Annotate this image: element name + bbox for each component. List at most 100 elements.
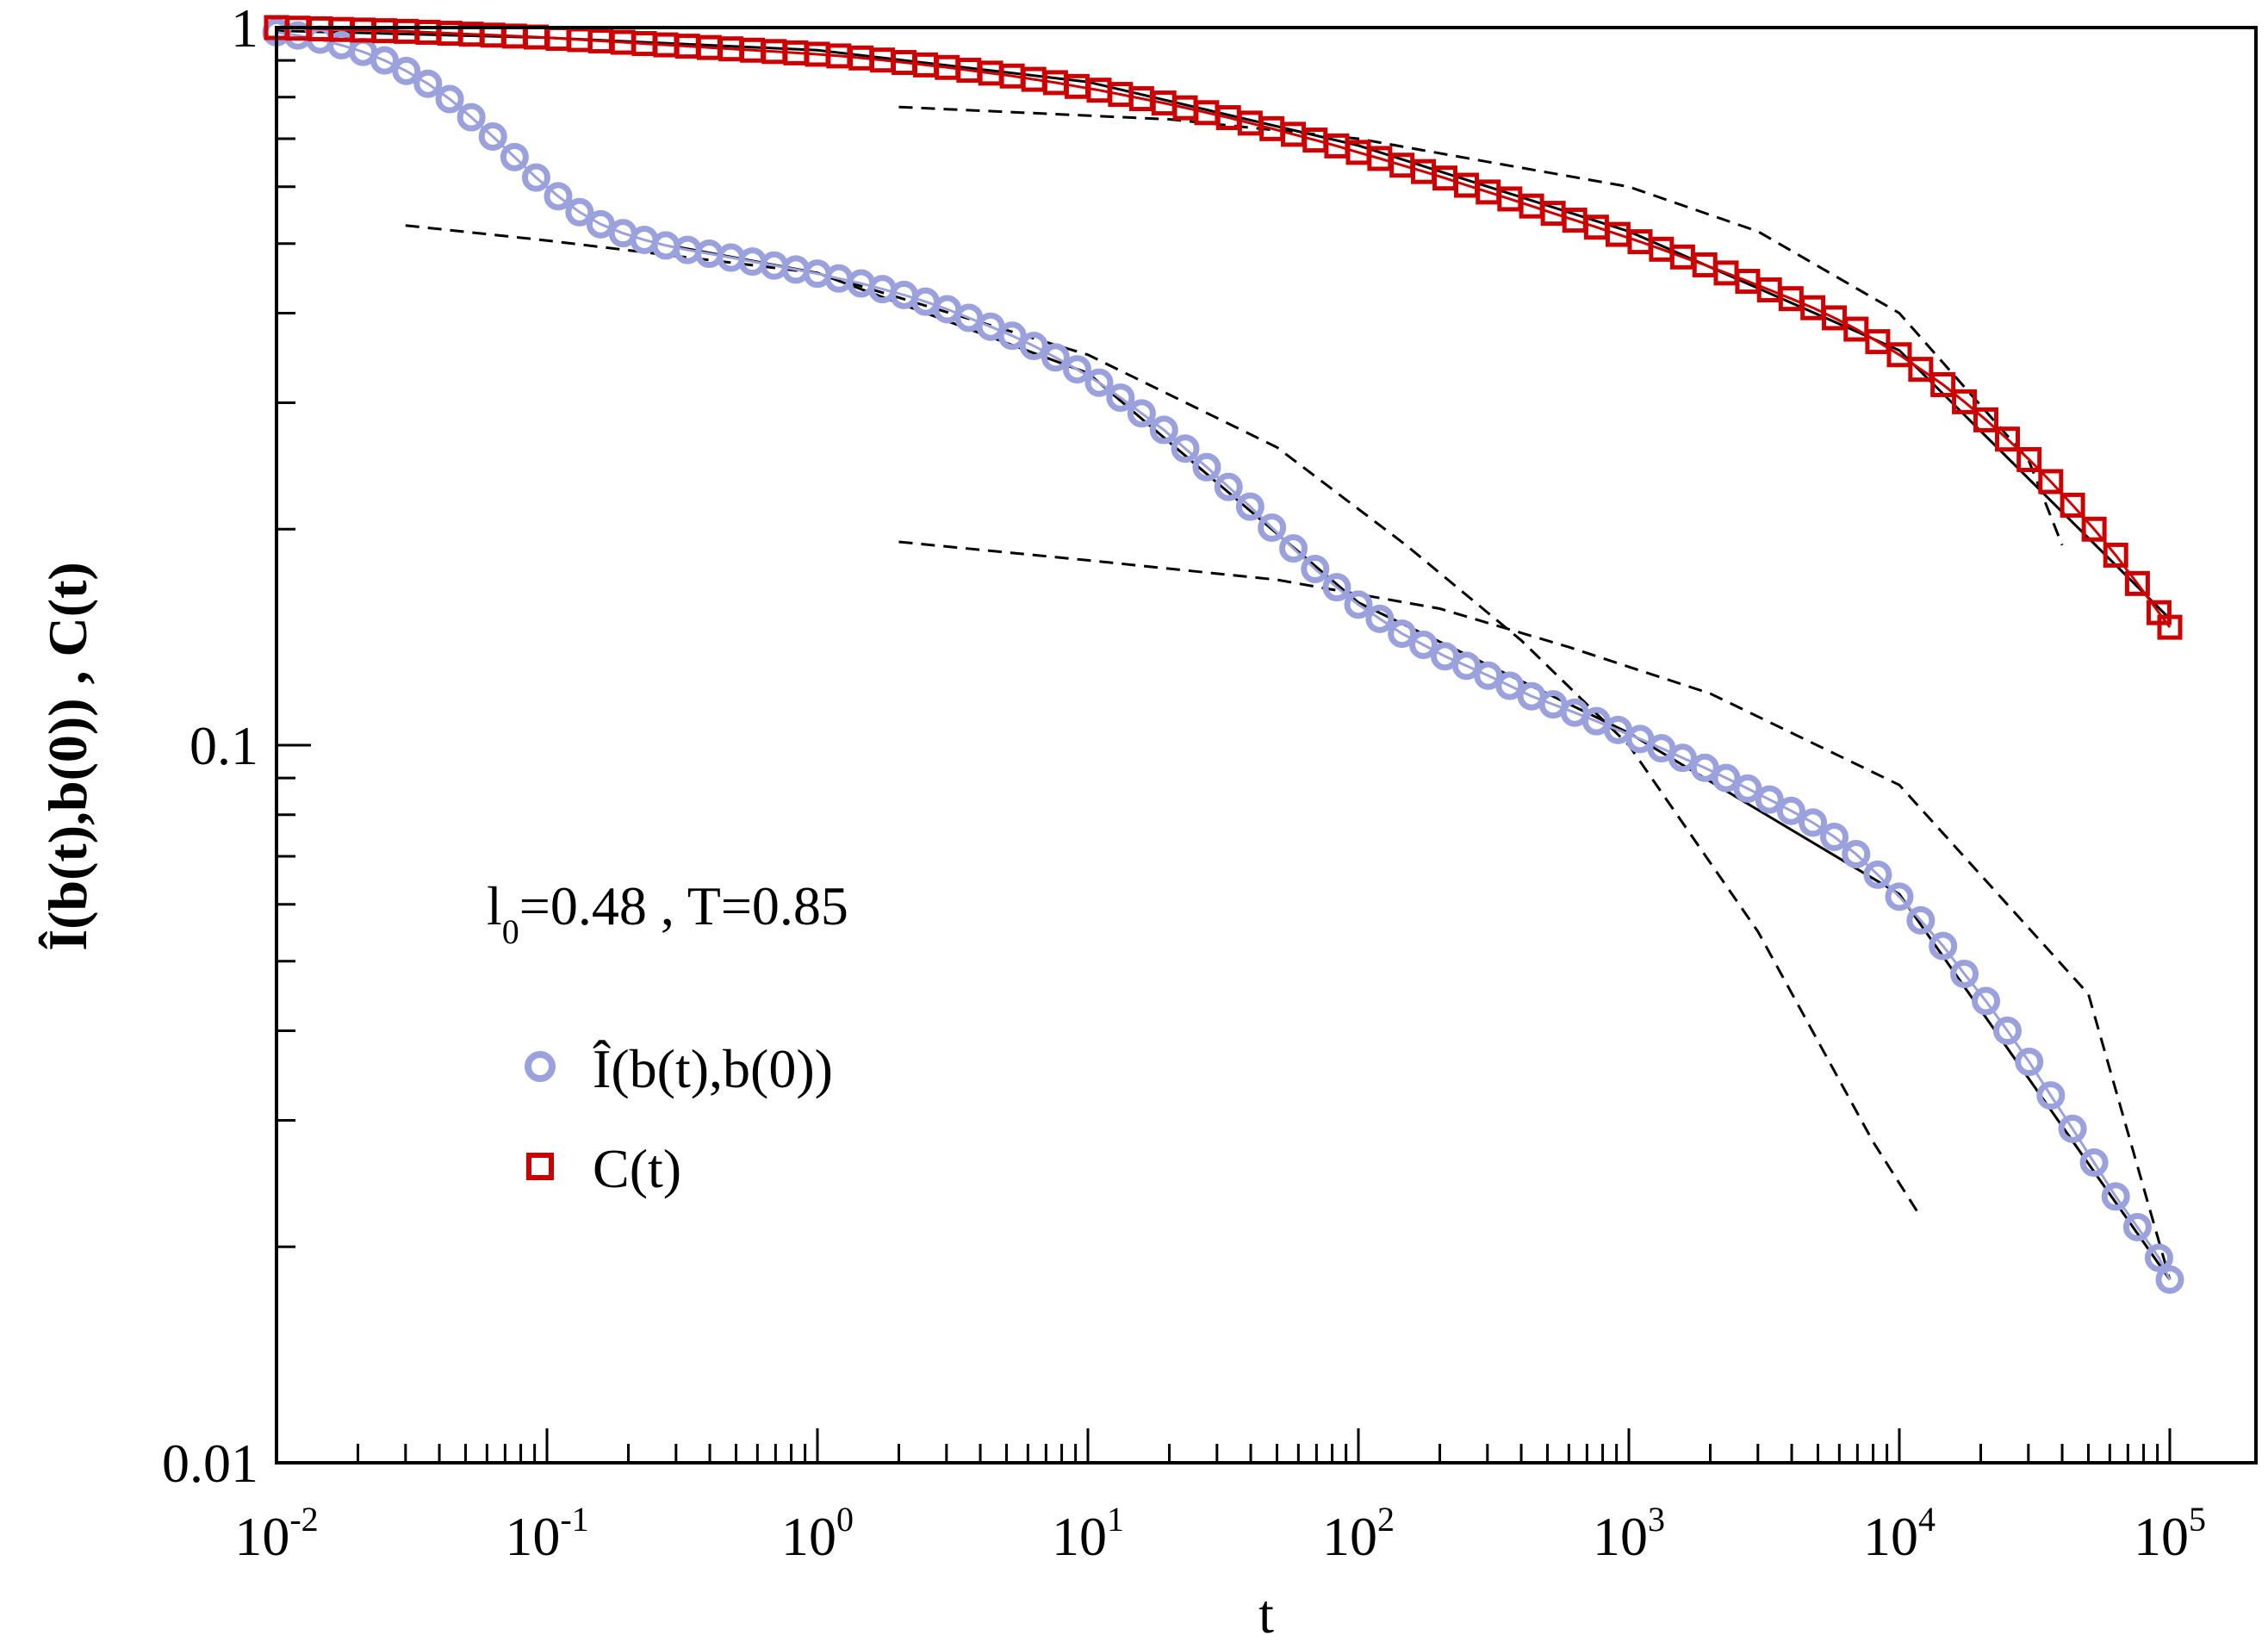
data-point-circle bbox=[1690, 753, 1719, 782]
data-point-square bbox=[2016, 447, 2042, 473]
data-point-circle bbox=[2122, 1212, 2152, 1241]
data-point-circle bbox=[2079, 1148, 2109, 1178]
data-point-circle bbox=[1365, 604, 1395, 633]
data-point-circle bbox=[1149, 415, 1178, 445]
legend-label-c: C(t) bbox=[593, 1138, 681, 1199]
data-point-circle bbox=[1863, 860, 1892, 889]
series-line bbox=[276, 26, 2172, 628]
data-point-circle bbox=[478, 121, 507, 151]
data-point-circle bbox=[1733, 774, 1762, 803]
data-point-square bbox=[1886, 342, 1912, 368]
series-i bbox=[262, 17, 2184, 1294]
data-point-square bbox=[2103, 542, 2128, 568]
data-point-square bbox=[1973, 407, 1999, 432]
kww-i-plateau-curve bbox=[405, 224, 1923, 1218]
y-tick-label: 0.01 bbox=[162, 1433, 258, 1494]
x-tick-label: 103 bbox=[1593, 1500, 1665, 1567]
plot-frame bbox=[275, 26, 2258, 1465]
data-point-square bbox=[2060, 492, 2085, 518]
data-point-circle bbox=[1171, 434, 1200, 463]
x-tick-label: 101 bbox=[1052, 1500, 1124, 1567]
data-point-circle bbox=[500, 142, 529, 171]
data-point-circle bbox=[1409, 630, 1438, 659]
data-point-circle bbox=[1041, 343, 1070, 372]
data-point-circle bbox=[1474, 661, 1503, 690]
data-point-circle bbox=[2144, 1243, 2173, 1272]
data-point-circle bbox=[1062, 355, 1091, 384]
data-point-square bbox=[1843, 316, 1869, 342]
data-point-circle bbox=[1192, 452, 1221, 482]
data-point-square bbox=[1930, 371, 1956, 397]
data-point-circle bbox=[1106, 383, 1135, 413]
data-point-circle bbox=[1842, 839, 1871, 868]
data-point-circle bbox=[2036, 1081, 2066, 1110]
x-tick-label: 10-1 bbox=[505, 1500, 588, 1567]
data-point-circle bbox=[1776, 796, 1805, 825]
x-tick-label: 105 bbox=[2134, 1500, 2206, 1567]
data-point-circle bbox=[1799, 808, 1828, 837]
data-point-square bbox=[1952, 389, 1978, 414]
data-point-circle bbox=[1906, 905, 1936, 935]
data-point-square bbox=[2038, 469, 2064, 494]
y-tick-label: 1 bbox=[231, 0, 258, 59]
data-point-square bbox=[1865, 329, 1891, 355]
data-series bbox=[262, 15, 2184, 1294]
legend-label-i: Î(b(t),b(0)) bbox=[593, 1038, 833, 1099]
x-tick-label: 104 bbox=[1863, 1500, 1936, 1567]
data-point-circle bbox=[2155, 1265, 2184, 1294]
data-point-circle bbox=[2101, 1182, 2130, 1211]
data-point-circle bbox=[1885, 882, 1914, 911]
data-point-circle bbox=[1950, 960, 1979, 989]
data-point-circle bbox=[997, 321, 1027, 351]
data-point-circle bbox=[435, 84, 464, 114]
data-point-circle bbox=[1279, 534, 1308, 563]
data-point-circle bbox=[457, 103, 486, 132]
legend-marker-circle bbox=[525, 1051, 556, 1082]
data-point-circle bbox=[544, 182, 573, 211]
parameter-annotation: l0=0.48 , T=0.85 bbox=[487, 875, 848, 951]
data-point-circle bbox=[370, 46, 399, 75]
data-point-circle bbox=[1322, 573, 1351, 602]
series-c bbox=[264, 15, 2183, 640]
data-point-circle bbox=[1258, 513, 1287, 542]
data-point-circle bbox=[1820, 822, 1849, 851]
x-axis-title: t bbox=[1258, 1583, 1274, 1645]
x-tick-label: 10-2 bbox=[234, 1500, 318, 1567]
legend: Î(b(t),b(0)) C(t) bbox=[525, 1038, 833, 1199]
data-point-circle bbox=[1495, 671, 1525, 700]
data-point-circle bbox=[1451, 651, 1481, 681]
data-point-circle bbox=[521, 163, 550, 192]
y-axis-title: Î(b(t),b(0)) , C(t) bbox=[37, 562, 98, 950]
y-tick-label: 0.1 bbox=[190, 715, 258, 776]
legend-marker-square bbox=[526, 1153, 554, 1180]
data-point-circle bbox=[1214, 472, 1243, 501]
data-point-circle bbox=[565, 197, 594, 227]
data-point-circle bbox=[1344, 590, 1373, 619]
data-point-circle bbox=[2015, 1048, 2044, 1077]
data-point-square bbox=[1994, 426, 2020, 452]
data-point-circle bbox=[1755, 785, 1784, 814]
tick-labels: 10-2 10-1 100 101 102 103 104 105 0.01 0.1 1 bbox=[162, 0, 2206, 1567]
data-point-circle bbox=[1712, 763, 1741, 793]
data-point-circle bbox=[1992, 1016, 2022, 1045]
data-point-circle bbox=[1084, 368, 1114, 397]
data-point-circle bbox=[1235, 492, 1264, 521]
data-point-square bbox=[1908, 357, 1934, 382]
data-point-circle bbox=[1019, 332, 1048, 361]
data-point-circle bbox=[1127, 399, 1156, 428]
data-point-square bbox=[2124, 570, 2150, 596]
data-point-circle bbox=[1668, 743, 1697, 773]
tick-layer bbox=[275, 26, 2172, 1465]
data-point-circle bbox=[1301, 554, 1330, 583]
data-point-circle bbox=[586, 209, 615, 239]
data-point-circle bbox=[2058, 1114, 2087, 1143]
kww-i-second-curve bbox=[898, 540, 2172, 1280]
data-point-square bbox=[2157, 614, 2183, 640]
data-point-circle bbox=[413, 69, 443, 98]
data-point-circle bbox=[1388, 619, 1417, 649]
x-tick-label: 102 bbox=[1322, 1500, 1395, 1567]
x-tick-label: 100 bbox=[781, 1500, 854, 1567]
data-point-circle bbox=[392, 56, 421, 85]
